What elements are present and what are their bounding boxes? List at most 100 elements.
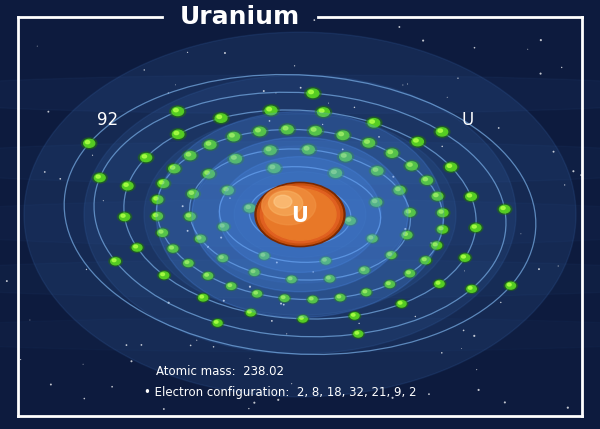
Circle shape	[296, 314, 309, 323]
Circle shape	[367, 235, 377, 242]
Circle shape	[206, 142, 211, 145]
Text: U: U	[292, 206, 308, 226]
Circle shape	[360, 267, 369, 274]
Point	[318, 121, 328, 128]
Circle shape	[150, 211, 164, 221]
Point	[536, 70, 545, 77]
Circle shape	[388, 150, 392, 154]
Circle shape	[369, 236, 373, 239]
Circle shape	[265, 146, 276, 154]
Circle shape	[109, 257, 122, 266]
Circle shape	[157, 229, 167, 236]
Point	[427, 240, 436, 247]
Circle shape	[432, 242, 442, 249]
Point	[310, 17, 319, 24]
Point	[16, 356, 25, 363]
Point	[78, 361, 88, 368]
Point	[496, 299, 506, 306]
Circle shape	[404, 209, 415, 216]
Circle shape	[352, 329, 364, 338]
Circle shape	[213, 112, 229, 124]
Point	[44, 108, 53, 115]
Point	[474, 387, 484, 393]
Circle shape	[226, 131, 242, 142]
Point	[127, 358, 136, 365]
Circle shape	[253, 290, 262, 297]
Circle shape	[336, 294, 344, 301]
Circle shape	[422, 258, 426, 260]
Circle shape	[270, 165, 275, 169]
Circle shape	[434, 126, 450, 138]
Circle shape	[430, 241, 443, 251]
Circle shape	[202, 271, 214, 281]
Ellipse shape	[144, 114, 456, 315]
Circle shape	[220, 224, 224, 227]
Circle shape	[279, 124, 296, 136]
Point	[82, 266, 91, 273]
Circle shape	[436, 128, 448, 136]
Point	[516, 230, 526, 237]
Circle shape	[211, 318, 224, 327]
Point	[32, 43, 42, 50]
Point	[281, 210, 290, 217]
Circle shape	[435, 281, 444, 287]
Circle shape	[319, 109, 324, 112]
Circle shape	[437, 209, 448, 217]
Point	[178, 203, 187, 210]
Circle shape	[465, 284, 478, 293]
Circle shape	[218, 255, 227, 261]
Circle shape	[412, 138, 424, 146]
Point	[389, 173, 398, 180]
Circle shape	[194, 234, 207, 244]
Circle shape	[159, 230, 163, 233]
Circle shape	[405, 270, 415, 277]
Circle shape	[278, 294, 290, 302]
Circle shape	[298, 316, 307, 322]
Point	[398, 82, 407, 88]
Circle shape	[325, 275, 334, 282]
Circle shape	[251, 126, 268, 137]
Circle shape	[310, 297, 313, 300]
Circle shape	[261, 254, 265, 256]
Circle shape	[307, 295, 319, 304]
Circle shape	[397, 301, 406, 307]
Ellipse shape	[192, 146, 408, 283]
Circle shape	[320, 257, 332, 265]
Circle shape	[446, 163, 457, 171]
Circle shape	[349, 311, 361, 320]
Circle shape	[150, 194, 165, 205]
Circle shape	[311, 128, 316, 131]
Circle shape	[260, 186, 340, 243]
Circle shape	[315, 106, 332, 118]
Circle shape	[423, 178, 428, 181]
Circle shape	[124, 183, 128, 186]
Circle shape	[119, 213, 130, 221]
Circle shape	[254, 291, 257, 294]
Circle shape	[334, 293, 346, 302]
Circle shape	[432, 192, 443, 200]
Circle shape	[323, 259, 326, 261]
Circle shape	[371, 167, 383, 175]
Circle shape	[186, 153, 191, 156]
Circle shape	[192, 137, 408, 292]
Circle shape	[343, 216, 357, 226]
Circle shape	[434, 193, 438, 196]
Circle shape	[256, 129, 260, 132]
Circle shape	[408, 163, 412, 166]
Circle shape	[286, 275, 298, 284]
Circle shape	[228, 133, 239, 141]
Circle shape	[410, 136, 425, 148]
Point	[437, 143, 447, 150]
Circle shape	[330, 169, 341, 177]
Circle shape	[358, 266, 371, 275]
Circle shape	[248, 268, 260, 277]
Circle shape	[132, 244, 142, 251]
Circle shape	[161, 273, 164, 275]
Circle shape	[244, 204, 255, 212]
Circle shape	[219, 157, 381, 272]
Point	[469, 332, 479, 339]
Circle shape	[172, 130, 184, 139]
Point	[265, 118, 274, 124]
Circle shape	[139, 152, 154, 163]
Circle shape	[184, 260, 193, 266]
